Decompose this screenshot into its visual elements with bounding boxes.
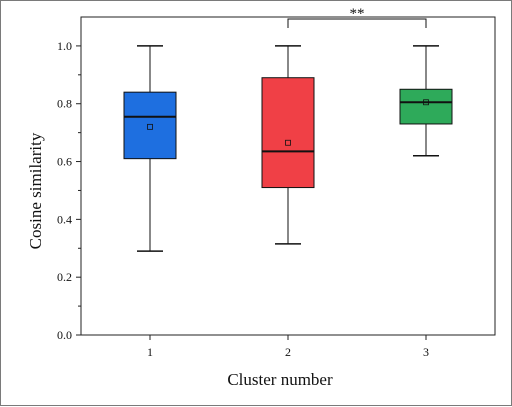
significance-label: **: [350, 6, 365, 22]
mean-marker: [147, 123, 153, 130]
x-tick-label: 2: [285, 345, 291, 359]
mean-marker: [423, 99, 429, 106]
annotations: **: [287, 6, 427, 28]
y-tick-label: 1.0: [57, 39, 72, 53]
y-tick-label: 0.0: [57, 328, 72, 342]
box-cluster-3: [399, 45, 453, 157]
box-iqr: [399, 88, 453, 125]
x-tick-label: 1: [147, 345, 153, 359]
significance-bracket: **: [287, 6, 427, 28]
box-cluster-1: [123, 45, 177, 252]
boxes: [123, 45, 453, 252]
y-tick-label: 0.6: [57, 155, 72, 169]
axes: 0.0 0.2 0.4 0.6 0.8 1.0 1 2 3: [57, 16, 496, 359]
bracket-line: [287, 18, 427, 28]
box-iqr: [123, 91, 177, 160]
box-cluster-2: [261, 45, 315, 245]
x-tick-label: 3: [423, 345, 429, 359]
mean-marker: [285, 139, 291, 146]
y-tick-label: 0.4: [57, 212, 72, 226]
y-tick-label: 0.2: [57, 270, 72, 284]
box-iqr: [261, 77, 315, 189]
x-axis-label: Cluster number: [227, 370, 333, 389]
y-axis-label: Cosine similarity: [26, 132, 45, 249]
y-tick-label: 0.8: [57, 97, 72, 111]
